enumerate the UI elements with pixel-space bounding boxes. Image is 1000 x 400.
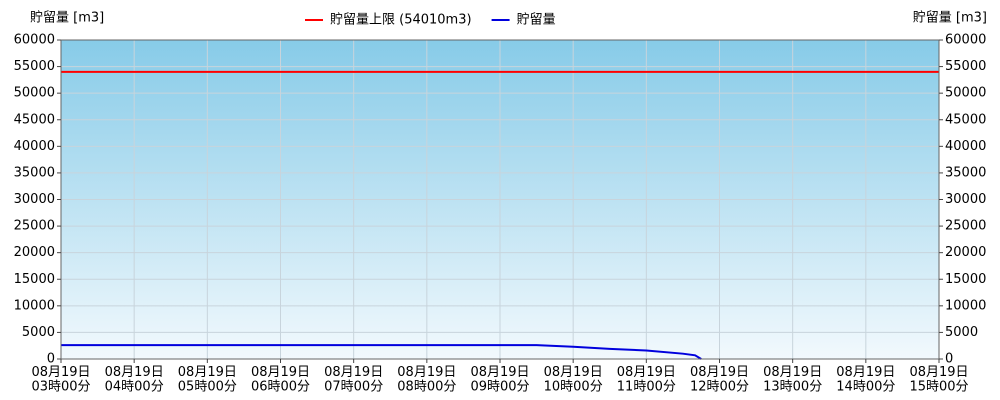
y2-tick-label: 40000 xyxy=(945,139,986,154)
y-tick-label: 20000 xyxy=(14,245,55,260)
y2-axis-label: 貯留量 [m3] xyxy=(913,11,987,26)
legend-label: 貯留量上限 (54010m3) xyxy=(330,13,472,28)
y2-tick-label: 30000 xyxy=(945,192,986,207)
y2-tick-label: 45000 xyxy=(945,112,986,127)
x-tick-label: 08月19日 04時00分 xyxy=(105,365,164,394)
y-tick-label: 45000 xyxy=(14,112,55,127)
marks xyxy=(61,70,939,360)
y2-tick-label: 55000 xyxy=(945,59,986,74)
x-tick-label: 08月19日 12時00分 xyxy=(690,365,749,394)
y-tick-label: 5000 xyxy=(22,325,55,340)
grid xyxy=(60,39,940,360)
x-tick-label: 08月19日 07時00分 xyxy=(324,365,383,394)
y-tick-label: 30000 xyxy=(14,192,55,207)
x-tick-label: 08月19日 11時00分 xyxy=(617,365,676,394)
x-tick-label: 08月19日 10時00分 xyxy=(544,365,603,394)
y2-tick-label: 15000 xyxy=(945,272,986,287)
y2-tick-label: 10000 xyxy=(945,298,986,313)
y-axis-label: 貯留量 [m3] xyxy=(30,11,104,26)
x-tick-label: 08月19日 14時00分 xyxy=(836,365,895,394)
x-tick-label: 08月19日 08時00分 xyxy=(397,365,456,394)
y2-tick-label: 5000 xyxy=(945,325,978,340)
y2-tick-label: 50000 xyxy=(945,86,986,101)
y2-tick-label: 25000 xyxy=(945,219,986,234)
series-line xyxy=(61,344,702,360)
y-tick-label: 50000 xyxy=(14,86,55,101)
legend-label: 貯留量 xyxy=(517,13,556,28)
y-tick-label: 35000 xyxy=(14,165,55,180)
x-tick-label: 08月19日 03時00分 xyxy=(31,365,90,394)
y-tick-label: 0 xyxy=(47,352,55,367)
y2-tick-label: 20000 xyxy=(945,245,986,260)
y2-tick-label: 0 xyxy=(945,352,953,367)
x-tick-label: 08月19日 13時00分 xyxy=(763,365,822,394)
y2-tick-label: 60000 xyxy=(945,33,986,48)
y-tick-label: 55000 xyxy=(14,59,55,74)
y-tick-label: 60000 xyxy=(14,33,55,48)
y2-tick-label: 35000 xyxy=(945,165,986,180)
x-tick-label: 08月19日 05時00分 xyxy=(178,365,237,394)
x-tick-label: 08月19日 06時00分 xyxy=(251,365,310,394)
x-tick-label: 08月19日 15時00分 xyxy=(909,365,968,394)
x-tick-label: 08月19日 09時00分 xyxy=(470,365,529,394)
y-tick-label: 40000 xyxy=(14,139,55,154)
y-tick-label: 15000 xyxy=(14,272,55,287)
y-tick-label: 10000 xyxy=(14,298,55,313)
y-tick-label: 25000 xyxy=(14,219,55,234)
